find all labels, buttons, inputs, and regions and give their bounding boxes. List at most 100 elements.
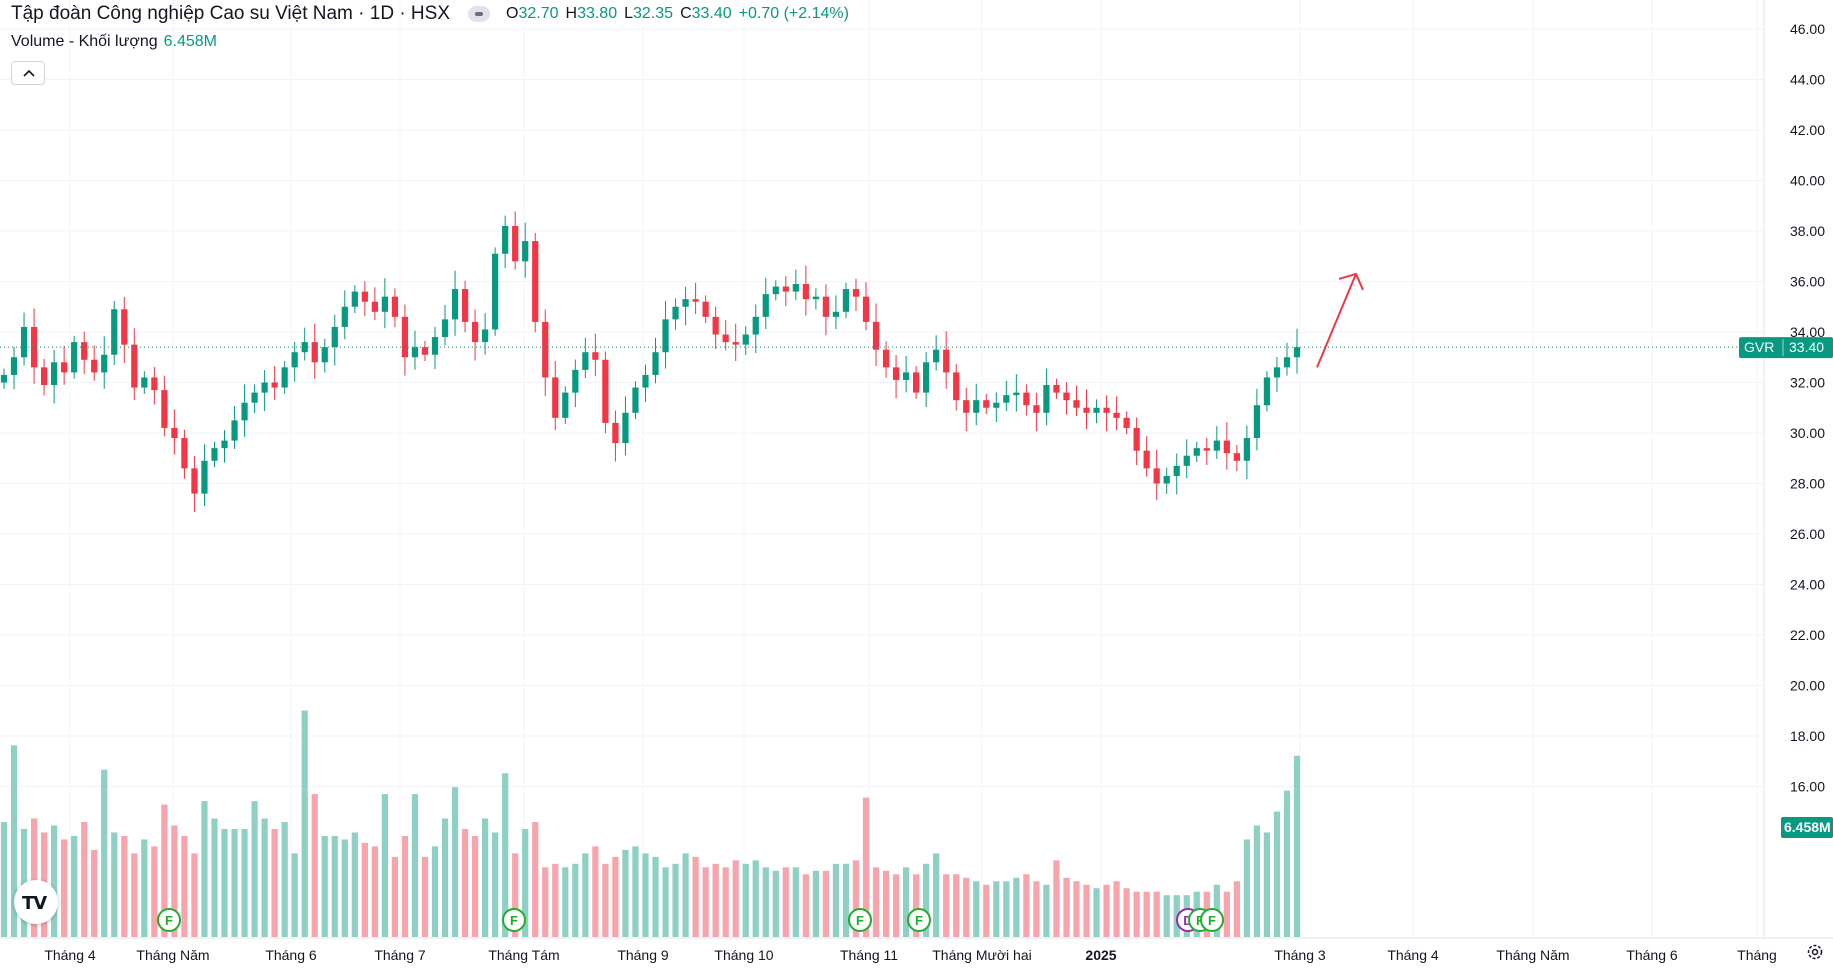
event-marker <box>157 908 181 932</box>
volume-bar <box>552 863 559 937</box>
volume-bar <box>1053 860 1060 937</box>
candle-body <box>401 316 409 358</box>
volume-bar <box>832 863 840 937</box>
volume-label[interactable]: Volume - Khối lượng <box>11 33 158 50</box>
candle-body <box>792 284 799 292</box>
candle-body <box>371 301 378 312</box>
volume-bar <box>1113 881 1120 937</box>
volume-bar <box>181 835 188 937</box>
volume-bar <box>431 846 439 937</box>
candle-body <box>542 321 549 378</box>
volume-bar <box>682 853 689 937</box>
volume-bar <box>1153 891 1160 937</box>
symbol-title[interactable]: Tập đoàn Công nghiệp Cao su Việt Nam · 1… <box>11 3 450 24</box>
candle-body <box>642 374 649 388</box>
candle-body <box>321 347 328 363</box>
volume-bar <box>381 794 388 937</box>
candle-body <box>913 372 920 393</box>
candle-body <box>1053 385 1060 393</box>
hide-legend-icon[interactable] <box>468 6 490 22</box>
volume-bar <box>792 867 799 937</box>
trend-arrow[interactable] <box>1316 272 1364 368</box>
candle-body <box>752 316 759 335</box>
candle-body <box>812 296 819 300</box>
y-tick-label: 20.00 <box>1790 678 1825 694</box>
candle-body <box>702 301 709 317</box>
candle-body <box>892 367 900 380</box>
collapse-legend-button[interactable] <box>11 61 45 85</box>
event-marker-label: F <box>856 913 864 928</box>
candle-body <box>251 392 258 403</box>
event-marker-label: F <box>915 913 923 928</box>
y-tick-label: 16.00 <box>1790 779 1825 795</box>
change-value: +0.70 (+2.14%) <box>738 5 849 22</box>
volume-bar <box>622 849 629 937</box>
low-value: 32.35 <box>633 5 674 22</box>
volume-bar <box>1063 877 1070 937</box>
candle-body <box>1063 392 1070 401</box>
candle-body <box>331 326 338 348</box>
candle-body <box>311 342 318 363</box>
volume-bar <box>471 835 479 937</box>
volume-bar <box>692 856 699 937</box>
candle-body <box>421 347 429 355</box>
volume-bar <box>1223 891 1230 937</box>
price-axis[interactable]: 16.00 18.00 20.00 22.00 24.00 26.00 28.00 30.00… <box>1790 21 1825 795</box>
time-axis[interactable]: Tháng 4 Tháng Năm Tháng 6 Tháng 7 Tháng Tám T… <box>44 947 1777 963</box>
volume-bar <box>30 818 38 937</box>
volume-bar <box>241 828 248 937</box>
volume-bar <box>732 860 739 937</box>
candle-body <box>512 225 519 262</box>
candle-body <box>1263 377 1271 406</box>
candle-body <box>562 392 569 418</box>
volume-bar <box>301 710 308 937</box>
x-tick-label: Tháng 9 <box>617 947 669 963</box>
volume-bar <box>542 867 549 937</box>
volume-bar <box>171 825 178 937</box>
event-marker <box>502 908 526 932</box>
volume-bar <box>141 839 148 937</box>
volume-bar <box>522 828 529 937</box>
y-tick-label: 44.00 <box>1790 72 1825 88</box>
high-value: 33.80 <box>577 5 618 22</box>
arrow-head <box>1338 272 1364 291</box>
volume-bar <box>602 863 609 937</box>
candle-body <box>1243 438 1250 461</box>
candle-body <box>1013 392 1020 396</box>
tradingview-logo-icon[interactable]: TV <box>14 880 58 924</box>
volume-bar <box>492 832 499 937</box>
candle-body <box>492 253 499 330</box>
volume-bar <box>361 842 368 937</box>
candle-body <box>441 319 449 338</box>
volume-bar <box>502 773 509 937</box>
volume-bar <box>712 863 719 937</box>
volume-bar <box>0 822 8 937</box>
volume-bar <box>221 828 228 937</box>
candle-body <box>1213 440 1220 451</box>
settings-gear-icon[interactable] <box>1806 943 1824 961</box>
x-tick-label: Tháng 11 <box>840 947 898 963</box>
volume-bar <box>752 860 759 937</box>
volume-bar <box>411 794 419 937</box>
volume-bar <box>291 853 298 937</box>
volume-bar <box>1013 877 1020 937</box>
y-tick-label: 30.00 <box>1790 425 1825 441</box>
volume-bar <box>572 863 579 937</box>
volume-value: 6.458M <box>163 33 217 50</box>
high-label: H <box>565 5 578 22</box>
volume-bar <box>512 853 519 937</box>
x-tick-label: Tháng 4 <box>1387 947 1439 963</box>
candle-body <box>241 402 248 421</box>
volume-bar <box>662 867 669 937</box>
candle-body <box>451 289 459 320</box>
event-marker-label: F <box>1208 913 1216 928</box>
volume-bar <box>1103 884 1110 937</box>
candle-body <box>1073 400 1080 408</box>
volume-bar <box>913 874 920 937</box>
volume-bar <box>632 846 639 937</box>
volume-bar <box>852 860 860 937</box>
x-tick-label: Tháng 10 <box>714 947 773 963</box>
volume-bar <box>321 835 328 937</box>
